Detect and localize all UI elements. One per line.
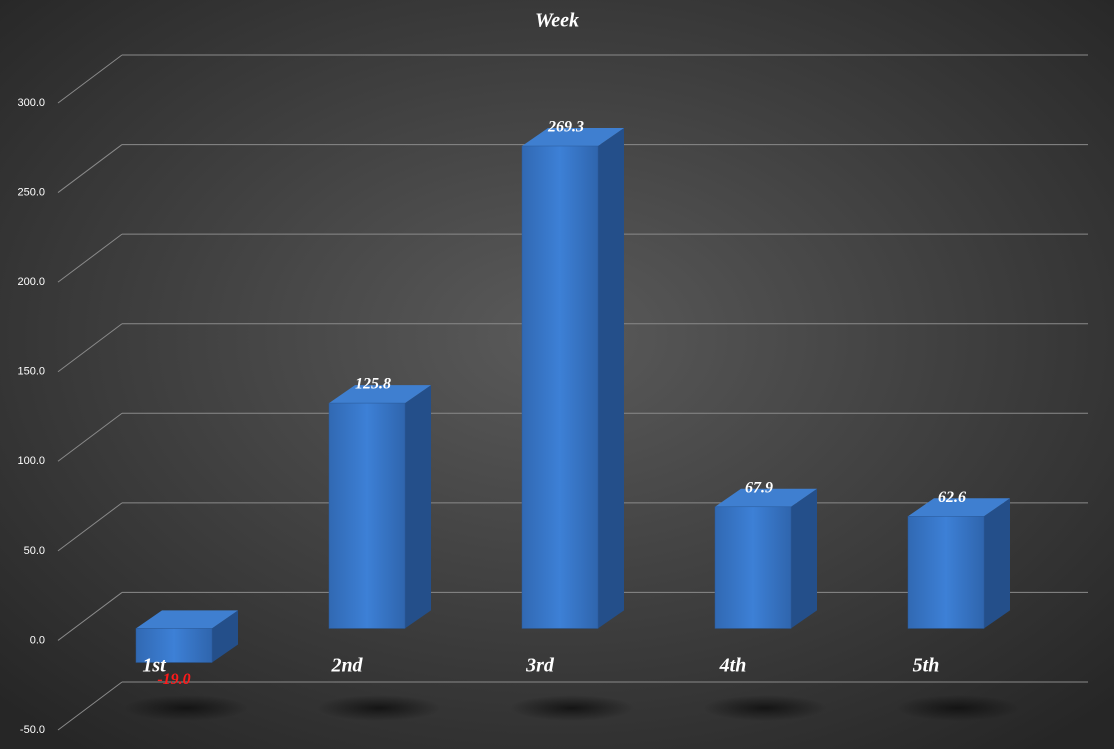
bar (135, 628, 213, 663)
bar-shadow (124, 695, 248, 721)
bar-side (598, 127, 624, 629)
y-tick-label: 200.0 (17, 276, 45, 288)
grid-line-side (57, 144, 123, 193)
value-label: 67.9 (745, 479, 773, 496)
grid-line-side (57, 412, 123, 462)
y-tick-label: 150.0 (17, 366, 45, 378)
bar-shadow (703, 695, 827, 721)
x-tick-label: 3rd (525, 655, 555, 677)
grid-line-side (57, 681, 123, 731)
bar-top (715, 488, 817, 507)
y-tick-label: 0.0 (30, 634, 45, 646)
bar-top (522, 127, 624, 146)
value-label: -19.0 (157, 671, 190, 688)
bar-side (212, 610, 238, 663)
x-tick-label: 2nd (330, 655, 363, 677)
bar-top (908, 498, 1010, 517)
y-tick-label: 100.0 (17, 455, 45, 467)
bar-shadow (510, 695, 634, 721)
bar-shadow (317, 695, 441, 721)
bar (907, 516, 985, 629)
x-tick-label: 4th (719, 655, 747, 677)
bar-side (405, 385, 431, 629)
bar-top (329, 385, 431, 404)
bar-side (984, 498, 1010, 629)
y-tick-label: 250.0 (17, 186, 45, 198)
value-label: 269.3 (547, 119, 584, 136)
grid-line-side (57, 54, 123, 104)
grid-line-side (57, 502, 123, 552)
y-tick-label: 300.0 (17, 97, 45, 109)
bar (521, 145, 599, 629)
bar-shadow (896, 695, 1020, 721)
chart-title: Week (535, 10, 579, 32)
bar (328, 402, 406, 629)
y-tick-label: 50.0 (24, 545, 45, 557)
grid-line-side (57, 592, 123, 641)
bar-side (791, 488, 817, 629)
value-label: 125.8 (355, 376, 391, 393)
x-tick-label: 5th (913, 655, 940, 677)
x-tick-label: 1st (142, 655, 167, 677)
y-tick-label: -50.0 (20, 724, 45, 736)
grid-line-side (57, 233, 123, 283)
bar-top (136, 610, 238, 629)
grid-line-side (57, 323, 123, 373)
shadows (124, 695, 1020, 721)
value-label: 62.6 (938, 489, 966, 506)
bar (714, 506, 792, 629)
